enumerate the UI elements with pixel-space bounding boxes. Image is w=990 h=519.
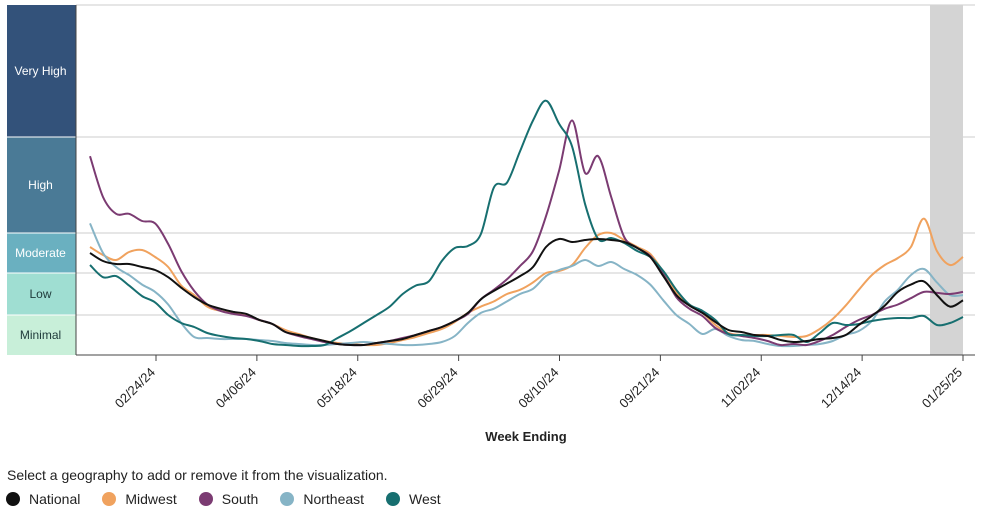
x-tick-label: 12/14/24 xyxy=(818,365,864,411)
legend-label: West xyxy=(409,491,441,507)
legend-label: Northeast xyxy=(303,491,365,507)
level-band xyxy=(7,233,76,273)
x-tick-label: 09/21/24 xyxy=(616,365,662,411)
legend-dot xyxy=(280,492,295,506)
legend-item-northeast[interactable]: Northeast xyxy=(280,491,364,507)
x-tick-label: 04/06/24 xyxy=(213,365,259,411)
plot-area xyxy=(75,4,975,355)
level-label: Low xyxy=(29,287,51,301)
level-bands: Very High High Moderate Low Minimal xyxy=(7,5,76,355)
level-label: High xyxy=(28,178,53,192)
legend: National Midwest South Northeast West xyxy=(6,491,463,507)
level-band xyxy=(7,5,76,137)
x-tick-label: 02/24/24 xyxy=(112,365,158,411)
series-line-national xyxy=(89,237,964,347)
instructions-text: Select a geography to add or remove it f… xyxy=(7,467,388,483)
legend-label: South xyxy=(221,491,259,507)
x-tick-label: 01/25/25 xyxy=(919,365,965,411)
x-axis: 02/24/24 04/06/24 05/18/24 06/29/24 08/10/24… xyxy=(76,354,975,411)
legend-label: National xyxy=(29,491,81,507)
x-tick-label: 05/18/24 xyxy=(313,365,359,411)
level-band xyxy=(7,273,76,315)
series-line-midwest xyxy=(89,217,964,347)
legend-label: Midwest xyxy=(125,491,177,507)
level-label: Moderate xyxy=(15,246,66,260)
x-tick-label: 08/10/24 xyxy=(515,365,561,411)
legend-dot xyxy=(198,492,213,506)
legend-item-midwest[interactable]: Midwest xyxy=(102,491,177,507)
x-tick-label: 06/29/24 xyxy=(414,365,460,411)
x-axis-title: Week Ending xyxy=(485,429,566,444)
series-line-northeast xyxy=(89,222,964,348)
level-label: Minimal xyxy=(20,328,61,342)
legend-dot xyxy=(6,492,20,506)
legend-dot xyxy=(386,492,401,506)
series-line-south xyxy=(89,119,964,347)
legend-item-west[interactable]: West xyxy=(386,491,441,507)
legend-item-south[interactable]: South xyxy=(198,491,259,507)
level-band xyxy=(7,315,76,355)
x-tick-label: 11/02/24 xyxy=(718,365,764,411)
legend-item-national[interactable]: National xyxy=(6,491,80,507)
level-label: Very High xyxy=(14,64,66,78)
level-band xyxy=(7,137,76,233)
legend-dot xyxy=(102,492,117,506)
chart: Very High High Moderate Low Minimal 02/24/24… xyxy=(7,4,975,444)
series-line-west xyxy=(89,99,964,348)
